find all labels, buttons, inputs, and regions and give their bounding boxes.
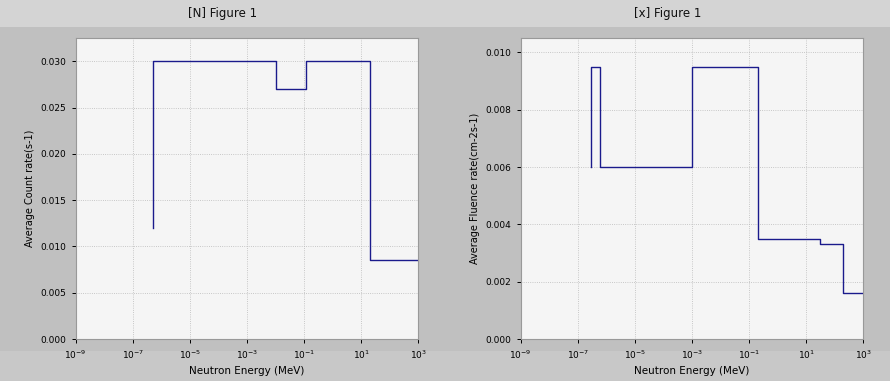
Y-axis label: Average Count rate(s-1): Average Count rate(s-1): [25, 130, 36, 247]
Text: [N] Figure 1: [N] Figure 1: [188, 7, 257, 20]
X-axis label: Neutron Energy (MeV): Neutron Energy (MeV): [190, 366, 304, 376]
Text: [x] Figure 1: [x] Figure 1: [634, 7, 701, 20]
X-axis label: Neutron Energy (MeV): Neutron Energy (MeV): [635, 366, 749, 376]
Y-axis label: Average Fluence rate(cm-2s-1): Average Fluence rate(cm-2s-1): [470, 113, 481, 264]
